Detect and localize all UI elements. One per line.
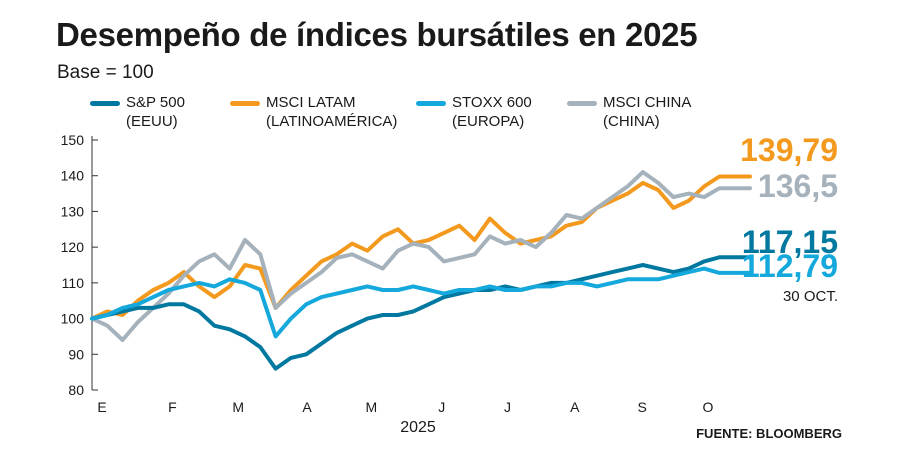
legend-label-sp500: S&P 500 <box>126 94 185 111</box>
end-value-stoxx600: 112,79 <box>742 248 838 284</box>
x-tick-label: J <box>438 399 445 415</box>
x-tick-label: M <box>365 399 377 415</box>
x-tick-label: S <box>638 399 647 415</box>
legend-item-msci-china: MSCI CHINA (CHINA) <box>567 93 691 131</box>
legend-swatch-msci-china <box>567 101 597 106</box>
end-value-msci-latam: 139,79 <box>740 132 838 168</box>
x-tick-label: A <box>570 399 580 415</box>
legend-region-msci-latam: (LATINOAMÉRICA) <box>266 113 398 130</box>
y-axis: 80 90 100 110 120 130 140 150 <box>61 132 98 398</box>
end-value-sp500: 117,15 <box>742 224 838 260</box>
x-tick-label: J <box>504 399 511 415</box>
legend-label-stoxx600: STOXX 600 <box>452 94 532 111</box>
legend-region-stoxx600: (EUROPA) <box>452 113 525 130</box>
y-tick-label: 140 <box>61 168 85 184</box>
series-line-msci-latam <box>90 174 752 321</box>
legend-region-sp500: (EEUU) <box>126 113 178 130</box>
series-line-msci-china <box>90 170 752 342</box>
legend-item-msci-latam: MSCI LATAM (LATINOAMÉRICA) <box>230 93 397 131</box>
series-lines <box>90 170 752 371</box>
x-tick-label: A <box>302 399 312 415</box>
x-tick-label: O <box>703 399 714 415</box>
end-value-msci-china: 136,5 <box>758 168 838 204</box>
legend: S&P 500 (EEUU) MSCI LATAM (LATINOAMÉRICA… <box>90 93 870 135</box>
legend-label-msci-china: MSCI CHINA <box>603 94 692 111</box>
chart-subtitle: Base = 100 <box>57 62 154 83</box>
x-tick-label: M <box>232 399 244 415</box>
end-date-label: 30 OCT. <box>783 288 838 305</box>
legend-item-sp500: S&P 500 (EEUU) <box>90 93 185 131</box>
y-tick-label: 90 <box>68 346 84 362</box>
chart-title: Desempeño de índices bursátiles en 2025 <box>56 16 698 53</box>
y-tick-label: 120 <box>61 239 85 255</box>
legend-swatch-msci-latam <box>230 101 260 106</box>
series-line-stoxx-600 <box>90 266 752 339</box>
series-line-s-p-500 <box>90 255 752 371</box>
source-note: FUENTE: BLOOMBERG <box>696 426 842 441</box>
y-tick-label: 150 <box>61 132 85 148</box>
y-tick-label: 130 <box>61 203 85 219</box>
legend-label-msci-latam: MSCI LATAM <box>266 94 356 111</box>
legend-region-msci-china: (CHINA) <box>603 113 660 130</box>
y-tick-label: 100 <box>61 311 85 327</box>
x-axis-title: 2025 <box>400 419 436 436</box>
legend-swatch-stoxx600 <box>416 101 446 106</box>
x-tick-label: E <box>97 399 106 415</box>
y-tick-label: 110 <box>62 275 85 291</box>
legend-swatch-sp500 <box>90 101 120 106</box>
y-tick-label: 80 <box>68 382 84 398</box>
legend-item-stoxx600: STOXX 600 (EUROPA) <box>416 93 532 131</box>
x-tick-label: F <box>168 399 177 415</box>
